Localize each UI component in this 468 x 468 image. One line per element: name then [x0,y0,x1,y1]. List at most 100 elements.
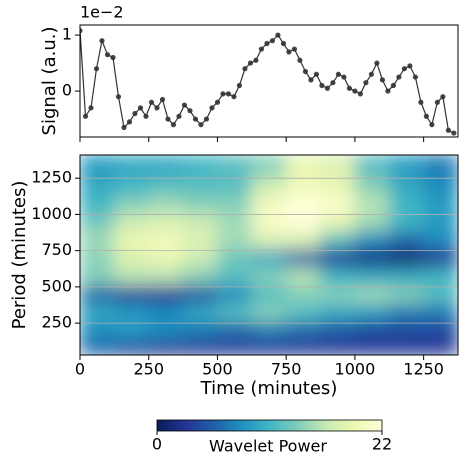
y-tick-label: 0 [62,81,72,100]
marker [264,40,270,47]
marker [198,122,204,128]
y-tick-label: 1 [62,25,72,44]
heatmap-cell [388,175,425,195]
marker [275,32,281,38]
y-tick-label: 250 [41,313,72,332]
heatmap [80,155,458,355]
heatmap-cell [423,248,458,268]
heatmap-cell [216,284,253,304]
marker [115,94,122,100]
heatmap-cell [354,155,390,177]
heatmap-cell [113,248,150,268]
marker [346,85,353,91]
heatmap-cell [251,284,287,304]
heatmap-cell [354,212,390,232]
marker [440,94,446,100]
heatmap-cell [388,155,425,177]
heatmap-cell [148,320,184,340]
heatmap-cell [251,266,287,286]
heatmap-cell [182,266,218,286]
heatmap-cell [354,284,390,304]
colorbar-tick-label: 0 [152,435,162,454]
heatmap-cell [388,266,425,286]
marker [159,96,166,103]
heatmap-cell [320,193,356,214]
heatmap-cell [251,155,287,177]
heatmap-cell [251,175,287,195]
heatmap-cell [285,248,322,268]
heatmap-cell [80,193,115,214]
heatmap-cell [148,302,184,322]
heatmap-cell [80,175,115,195]
heatmap-cell [285,193,322,214]
heatmap-cell [182,230,218,250]
heatmap-cell [320,284,356,304]
heatmap-cell [148,230,184,250]
x-tick-label: 1000 [335,360,376,379]
y-axis-label: Period (minutes) [9,181,30,330]
marker [214,99,221,105]
heatmap-cell [113,266,150,286]
marker [121,124,127,131]
heatmap-cell [148,155,184,177]
marker [88,105,94,111]
marker [269,38,276,44]
marker [209,105,215,111]
marker [176,113,182,119]
marker [401,66,407,72]
heatmap-cell [320,338,356,355]
heatmap-cell [182,212,218,232]
heatmap-cell [423,320,458,340]
heatmap-cell [354,193,390,214]
heatmap-cell [285,230,322,250]
marker [225,91,232,97]
heatmap-cell [285,175,322,195]
heatmap-cell [251,193,287,214]
heatmap-cell [80,338,115,355]
heatmap-cell [251,248,287,268]
heatmap-cell [354,320,390,340]
heatmap-cell [113,230,150,250]
x-tick-label: 250 [133,360,164,379]
colorbar-label: Wavelet Power [209,437,327,456]
marker [374,60,380,66]
marker [187,108,193,114]
heatmap-cell [423,266,458,286]
heatmap-cell [113,302,150,322]
heatmap-cell [182,248,218,268]
marker [253,57,259,63]
heatmap-cell [320,155,356,177]
heatmap-cell [388,320,425,340]
heatmap-cell [182,284,218,304]
heatmap-cell [251,230,287,250]
heatmap-cell [113,284,150,304]
marker [396,74,402,80]
heatmap-cell [423,302,458,322]
heatmap-cell [216,302,253,322]
heatmap-cell [80,155,115,177]
heatmap-cell [80,302,115,322]
heatmap-cell [148,175,184,195]
marker [407,63,413,69]
heatmap-cell [251,212,287,232]
heatmap-cell [80,284,115,304]
heatmap-cell [320,230,356,250]
heatmap-cell [148,284,184,304]
marker [434,99,440,105]
heatmap-cell [388,248,425,268]
marker [357,91,364,97]
marker [148,99,155,105]
marker [368,71,375,77]
marker [291,46,298,52]
heatmap-cell [354,302,390,322]
marker [247,60,254,66]
marker [412,74,418,80]
heatmap-cell [113,338,150,355]
axes-frame [79,24,459,138]
marker [203,116,210,122]
heatmap-cell [423,175,458,195]
heatmap-cell [216,338,253,355]
heatmap-cell [216,175,253,195]
